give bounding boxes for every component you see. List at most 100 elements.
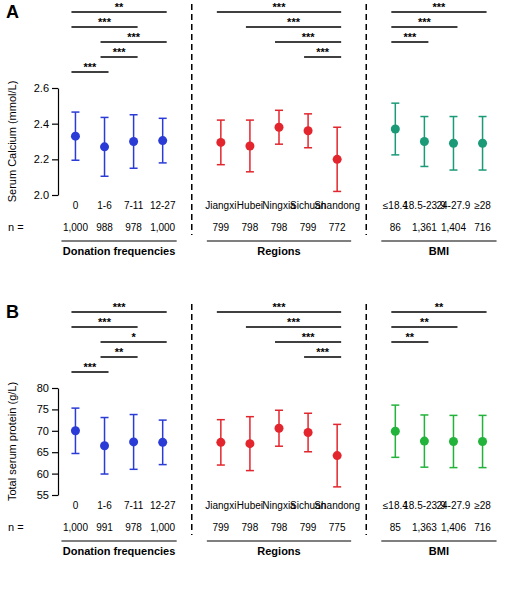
n-value: 1,000 (150, 522, 175, 533)
mean-point (449, 139, 458, 148)
n-value: 1,406 (441, 522, 466, 533)
group-underline (207, 540, 351, 541)
error-bar-cap (304, 113, 312, 115)
n-value: 1,000 (63, 522, 88, 533)
y-axis-title: Total serum protein (g/L) (6, 382, 18, 501)
mean-point (333, 451, 342, 460)
mean-point (216, 438, 225, 447)
panel: A2.02.22.42.6Serum Calcium (mmol/L)n =01… (6, 1, 497, 258)
error-bar (479, 415, 487, 467)
mean-point (275, 424, 284, 433)
error-bar (449, 415, 457, 467)
mean-point (216, 138, 225, 147)
significance-label: *** (273, 1, 287, 13)
category-label: 7-11 (124, 200, 144, 211)
group-underline (61, 540, 176, 541)
error-bar (130, 115, 138, 169)
error-bar-cap (246, 470, 254, 472)
n-value: 86 (390, 222, 402, 233)
mean-point (245, 439, 254, 448)
y-tick-mark (52, 431, 58, 432)
category-label: Jiangxi (205, 200, 236, 211)
n-value: 799 (300, 522, 317, 533)
y-axis: 2.02.22.42.6 (34, 82, 59, 201)
significance-label: *** (302, 31, 316, 43)
n-value: 978 (125, 522, 142, 533)
n-value: 85 (390, 522, 402, 533)
category-label: 12-27 (150, 500, 176, 511)
error-bar (304, 114, 312, 148)
error-bar (333, 424, 341, 486)
n-value: 798 (242, 222, 259, 233)
error-bar (275, 410, 283, 446)
y-tick-label: 60 (37, 468, 49, 480)
error-bar-cap (420, 116, 428, 118)
n-value: 1,000 (150, 222, 175, 233)
significance-label: ** (420, 316, 429, 328)
error-bar-cap (217, 164, 225, 166)
error-bar-cap (101, 176, 109, 178)
error-bar-cap (333, 486, 341, 488)
error-bar (246, 120, 254, 172)
n-value: 991 (96, 522, 113, 533)
error-bar-cap (449, 415, 457, 417)
error-bar (217, 420, 225, 465)
error-bar (101, 117, 109, 176)
error-bar-cap (391, 404, 399, 406)
n-value: 799 (212, 222, 229, 233)
y-tick-label: 2.0 (34, 189, 49, 201)
plot-marks (71, 405, 487, 487)
mean-point (100, 441, 109, 450)
error-bar-cap (159, 464, 167, 466)
error-bar-cap (217, 419, 225, 421)
panel-label: B (6, 302, 19, 322)
y-axis-title: Serum Calcium (mmol/L) (6, 81, 18, 203)
mean-point (333, 155, 342, 164)
significance-label: *** (113, 301, 127, 313)
n-label: n = (8, 221, 24, 233)
error-bar-cap (333, 126, 341, 128)
group-underline (381, 240, 496, 241)
n-value: 799 (300, 222, 317, 233)
category-label: 12-27 (150, 200, 176, 211)
n-value: 716 (474, 522, 491, 533)
group-separator (365, 304, 367, 535)
y-axis-line (58, 89, 59, 196)
error-bar (246, 417, 254, 471)
error-bar-cap (159, 118, 167, 120)
group-label: BMI (429, 545, 449, 557)
error-bar-cap (217, 119, 225, 121)
group-label: Donation frequencies (63, 245, 175, 257)
y-tick-label: 55 (37, 489, 49, 501)
n-label: n = (8, 521, 24, 533)
error-bar-cap (391, 154, 399, 156)
y-tick-label: 2.2 (34, 153, 49, 165)
error-bar-cap (130, 168, 138, 170)
category-label: Shandong (314, 500, 360, 511)
significance-label: *** (84, 361, 98, 373)
error-bar-cap (130, 114, 138, 116)
mean-point (245, 141, 254, 150)
error-bar-cap (304, 451, 312, 453)
y-tick: 2.2 (34, 153, 58, 165)
mean-point (391, 427, 400, 436)
error-bar-cap (101, 117, 109, 119)
significance-label: *** (433, 1, 447, 13)
error-bar (479, 117, 487, 171)
y-tick-mark (52, 452, 58, 453)
y-tick-label: 65 (37, 446, 49, 458)
category-label: 24-27.9 (437, 500, 471, 511)
n-value: 988 (96, 222, 113, 233)
error-bar-cap (479, 467, 487, 469)
group-underline (381, 540, 496, 541)
error-bar-cap (71, 111, 79, 113)
error-bar-cap (101, 417, 109, 419)
y-tick: 2.4 (34, 118, 58, 130)
mean-point (420, 437, 429, 446)
error-bar-cap (159, 419, 167, 421)
error-bar (159, 420, 167, 465)
error-bar-cap (420, 166, 428, 168)
group-separator (191, 4, 193, 235)
significance-label: *** (403, 31, 417, 43)
mean-point (100, 142, 109, 151)
